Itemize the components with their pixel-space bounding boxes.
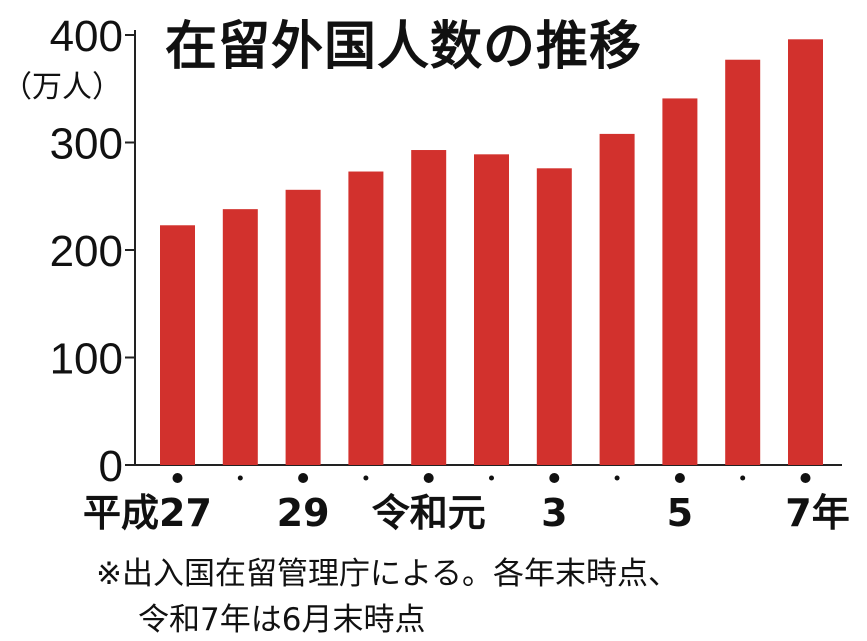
x-tick-label: 5 bbox=[667, 491, 693, 535]
y-tick-label: 400 bbox=[50, 12, 123, 61]
bar bbox=[222, 209, 258, 465]
footnote-line-2: 令和7年は6月末時点 bbox=[138, 602, 426, 638]
major-tick-dot bbox=[549, 473, 560, 483]
major-tick-dot bbox=[800, 473, 811, 483]
bar bbox=[536, 168, 572, 466]
x-tick-label: 令和元 bbox=[372, 491, 486, 535]
minor-tick-dot bbox=[237, 475, 243, 481]
bar bbox=[599, 133, 635, 465]
y-tick-label: 200 bbox=[50, 227, 123, 276]
bar bbox=[662, 98, 698, 466]
bar bbox=[285, 189, 321, 466]
x-tick-label: 3 bbox=[541, 491, 567, 535]
y-tick-label: 300 bbox=[50, 120, 123, 169]
major-tick-dot bbox=[674, 473, 685, 483]
minor-tick-dot bbox=[363, 475, 369, 481]
bar bbox=[474, 154, 509, 465]
major-tick-dot bbox=[298, 473, 309, 483]
x-tick-label: 7年 bbox=[785, 491, 849, 535]
bar bbox=[411, 150, 447, 465]
y-tick-label: 0 bbox=[99, 442, 123, 491]
major-tick-dot bbox=[172, 473, 183, 483]
bar bbox=[725, 59, 761, 465]
bar bbox=[160, 225, 195, 465]
x-tick-label: 29 bbox=[277, 491, 330, 535]
chart-title: 在留外国人数の推移 bbox=[165, 17, 643, 77]
footnote-line-1: ※出入国在留管理庁による。各年末時点、 bbox=[96, 556, 680, 592]
x-tick-label: 平成27 bbox=[83, 491, 212, 535]
minor-tick-dot bbox=[740, 475, 746, 481]
y-axis-unit: （万人） bbox=[2, 70, 122, 105]
bar bbox=[348, 171, 384, 465]
minor-tick-dot bbox=[489, 475, 494, 481]
bar bbox=[788, 39, 823, 466]
major-tick-dot bbox=[423, 473, 434, 483]
y-tick-label: 100 bbox=[50, 335, 123, 384]
minor-tick-dot bbox=[614, 475, 620, 481]
